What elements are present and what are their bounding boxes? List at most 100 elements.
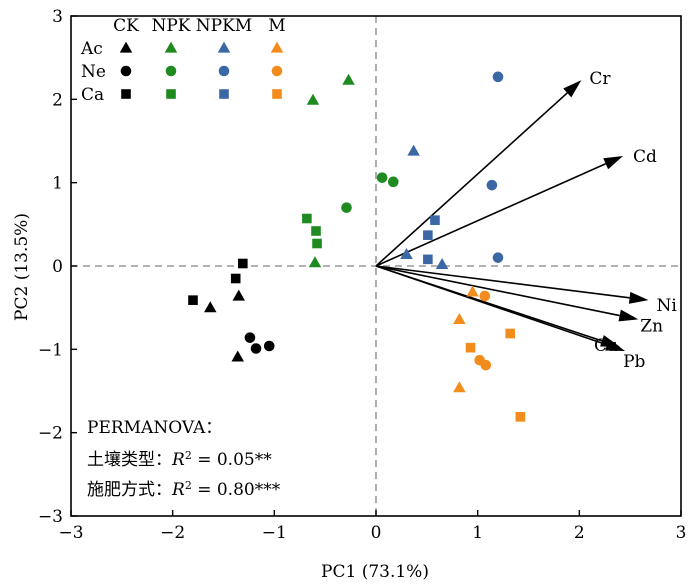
legend-marker-npkm-ne — [218, 65, 230, 77]
permanova-fertilization-sup: 2 — [185, 479, 192, 492]
point-npk-ne-1 — [341, 202, 352, 213]
y-tick-label-3: 0 — [52, 257, 63, 277]
loading-label-cr: Cr — [589, 69, 611, 89]
legend-marker-ck-ne — [120, 65, 132, 77]
permanova-soil-type-prefix: 土壤类型： — [87, 449, 172, 470]
legend-marker-npkm-ac — [217, 41, 231, 53]
point-npkm-ca-2 — [423, 230, 433, 240]
x-tick-label-4: 1 — [472, 523, 483, 543]
y-tick-label-6: 3 — [52, 7, 63, 27]
point-m-ac-2 — [453, 312, 466, 324]
point-ck-ca-2 — [230, 273, 241, 284]
loading-arrowhead-cr — [563, 80, 582, 98]
legend-header-npk: NPK — [151, 16, 190, 36]
y-tick-label-0: −3 — [38, 507, 63, 527]
point-npkm-ne-1 — [492, 71, 504, 83]
plot-frame: −3 −2 −1 0 1 2 3 −3 −2 −1 0 1 2 3 — [38, 7, 686, 543]
y-tick-label-1: −2 — [38, 424, 63, 444]
legend: CK NPK NPKM M Ac Ne Ca — [80, 16, 286, 105]
point-m-ne-1 — [479, 290, 491, 302]
permanova-fertilization-value: = 0.80*** — [192, 480, 281, 500]
point-npk-ac-1 — [306, 93, 320, 105]
legend-marker-npk-ca — [166, 89, 176, 99]
legend-marker-npkm-ca — [219, 89, 229, 99]
x-axis-title: PC1 (73.1%) — [321, 562, 429, 582]
permanova-soil-type-stat: R — [171, 450, 185, 470]
point-npk-ac-3 — [308, 256, 322, 268]
point-m-ac-3 — [453, 381, 466, 393]
permanova-fertilization-stat: R — [171, 480, 185, 500]
x-tick-label-3: 0 — [371, 523, 382, 543]
point-ck-ca-1 — [188, 295, 198, 305]
legend-row-ac: Ac — [80, 39, 103, 59]
loading-vector-pb — [375, 265, 608, 346]
loading-vector-ni — [375, 265, 630, 299]
loading-arrowhead-ni — [628, 291, 649, 304]
permanova-fertilization-prefix: 施肥方式： — [87, 480, 172, 500]
y-tick-label-5: 2 — [52, 90, 63, 110]
legend-header-npkm: NPKM — [196, 16, 252, 36]
permanova-soil-type-value: = 0.05** — [192, 450, 272, 470]
loading-vector-cd — [375, 162, 607, 267]
y-tick-label-2: −1 — [38, 340, 63, 360]
point-npk-ca-3 — [312, 238, 322, 249]
loading-label-cd: Cd — [633, 147, 657, 167]
legend-marker-m-ac — [270, 41, 284, 53]
point-ck-ne-1 — [244, 332, 256, 343]
legend-marker-m-ne — [271, 65, 283, 77]
legend-row-ne: Ne — [81, 62, 106, 82]
point-ck-ac-1 — [204, 301, 217, 313]
score-points — [188, 71, 526, 422]
x-tick-label-6: 3 — [676, 523, 687, 543]
permanova-annotation: PERMANOVA： 土壤类型：R2 = 0.05** 施肥方式：R2 = 0.… — [87, 418, 281, 500]
loading-vector-cr — [375, 92, 568, 267]
x-tick-label-5: 2 — [574, 523, 585, 543]
loading-label-zn: Zn — [640, 316, 663, 336]
point-npkm-ne-2 — [486, 179, 498, 191]
legend-header-m: M — [268, 16, 285, 36]
point-npk-ne-3 — [387, 176, 399, 188]
x-tick-label-1: −2 — [160, 523, 185, 543]
point-npk-ne-2 — [376, 172, 388, 183]
point-npk-ca-2 — [311, 226, 321, 236]
legend-header-ck: CK — [113, 16, 139, 36]
loading-label-ni: Ni — [656, 296, 677, 316]
legend-marker-ck-ac — [119, 41, 133, 53]
legend-marker-ck-ca — [121, 89, 131, 99]
point-npk-ca-1 — [302, 213, 312, 224]
point-npkm-ca-1 — [430, 215, 440, 225]
point-m-ca-3 — [515, 412, 526, 422]
loading-label-cu: Cu — [594, 336, 618, 356]
point-m-ca-2 — [505, 328, 515, 339]
permanova-soil-type: 土壤类型：R2 = 0.05** — [87, 449, 272, 471]
permanova-soil-type-sup: 2 — [185, 449, 192, 462]
permanova-title: PERMANOVA： — [87, 418, 222, 438]
point-npkm-ne-3 — [492, 252, 504, 263]
loading-vector-zn — [375, 265, 620, 317]
point-ck-ca-3 — [238, 258, 248, 269]
point-npkm-ac-2 — [400, 247, 413, 259]
point-npkm-ac-3 — [435, 257, 449, 269]
x-tick-label-0: −3 — [58, 523, 83, 543]
point-ck-ac-2 — [232, 289, 245, 301]
point-ck-ne-2 — [250, 343, 262, 354]
point-m-ca-1 — [465, 342, 476, 353]
legend-marker-npk-ac — [164, 41, 178, 53]
point-ck-ac-3 — [231, 350, 244, 362]
y-axis-title: PC2 (13.5%) — [12, 213, 32, 321]
point-npkm-ac-1 — [407, 144, 420, 156]
loading-arrowhead-pb — [605, 339, 626, 351]
point-m-ac-1 — [466, 285, 479, 297]
loading-arrowhead-cd — [603, 156, 624, 170]
point-npkm-ca-3 — [423, 254, 433, 265]
loading-arrowhead-zn — [618, 309, 639, 322]
point-m-ne-3 — [480, 359, 492, 371]
point-npk-ac-2 — [342, 73, 355, 85]
legend-marker-m-ca — [272, 89, 282, 99]
x-tick-label-2: −1 — [262, 523, 287, 543]
y-tick-label-4: 1 — [52, 174, 63, 194]
point-ck-ne-3 — [263, 340, 275, 352]
permanova-fertilization: 施肥方式：R2 = 0.80*** — [87, 479, 281, 501]
